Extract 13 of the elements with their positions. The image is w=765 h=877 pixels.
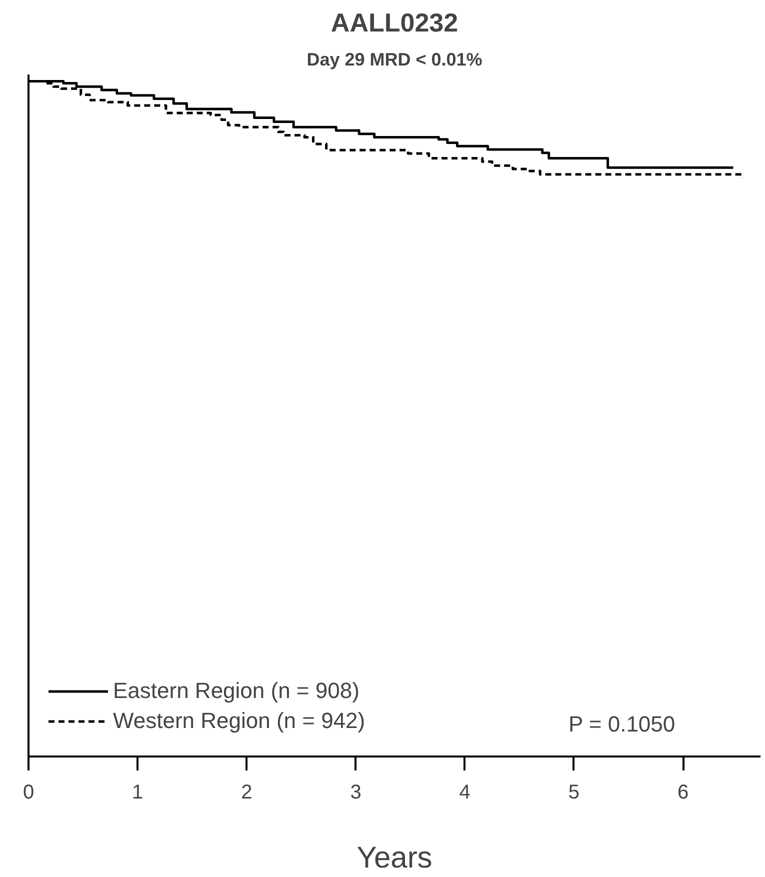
x-tick-label: 2	[241, 782, 252, 804]
x-tick-label: 6	[677, 782, 689, 804]
annotation: P = 0.1050	[568, 712, 676, 736]
x-axis-title: Years	[356, 842, 432, 874]
x-tick-label: 0	[22, 782, 34, 804]
x-tick-label: 3	[350, 782, 362, 804]
legend-label: Western Region (n = 942)	[113, 707, 366, 735]
x-tick-label: 1	[132, 782, 144, 804]
x-tick-label: 5	[568, 782, 580, 804]
x-tick-label: 4	[459, 782, 470, 804]
chart-title: AALL0232	[330, 8, 458, 38]
chart-subtitle: Day 29 MRD < 0.01%	[306, 50, 482, 70]
legend-label: Eastern Region (n = 908)	[113, 677, 360, 705]
